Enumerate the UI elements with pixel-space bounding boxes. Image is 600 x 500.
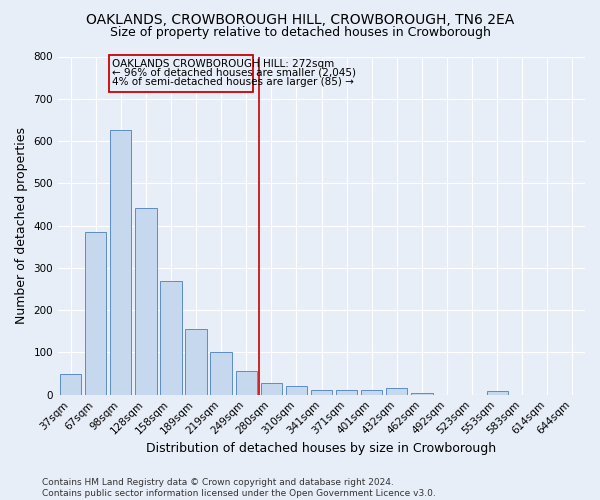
Bar (236, 372, 257, 394)
FancyBboxPatch shape (109, 55, 253, 92)
Bar (286, 386, 307, 394)
Text: Contains HM Land Registry data © Crown copyright and database right 2024.
Contai: Contains HM Land Registry data © Crown c… (42, 478, 436, 498)
Text: OAKLANDS, CROWBOROUGH HILL, CROWBOROUGH, TN6 2EA: OAKLANDS, CROWBOROUGH HILL, CROWBOROUGH,… (86, 12, 514, 26)
Bar (185, 329, 207, 394)
Text: 4% of semi-detached houses are larger (85) →: 4% of semi-detached houses are larger (8… (112, 77, 355, 87)
Bar (311, 390, 332, 394)
Bar (85, 232, 106, 394)
X-axis label: Distribution of detached houses by size in Crowborough: Distribution of detached houses by size … (146, 442, 497, 455)
Text: Size of property relative to detached houses in Crowborough: Size of property relative to detached ho… (110, 26, 490, 39)
Text: OAKLANDS CROWBOROUGH HILL: 272sqm: OAKLANDS CROWBOROUGH HILL: 272sqm (112, 58, 335, 68)
Bar (135, 208, 157, 394)
Bar (60, 374, 81, 394)
Bar (211, 352, 232, 395)
Text: ← 96% of detached houses are smaller (2,045): ← 96% of detached houses are smaller (2,… (112, 68, 356, 78)
Bar (160, 282, 182, 395)
Bar (386, 388, 407, 394)
Bar (361, 390, 382, 394)
Bar (260, 383, 282, 394)
Bar (110, 130, 131, 394)
Bar (336, 390, 357, 394)
Bar (487, 392, 508, 394)
Y-axis label: Number of detached properties: Number of detached properties (15, 127, 28, 324)
Bar (411, 392, 433, 394)
